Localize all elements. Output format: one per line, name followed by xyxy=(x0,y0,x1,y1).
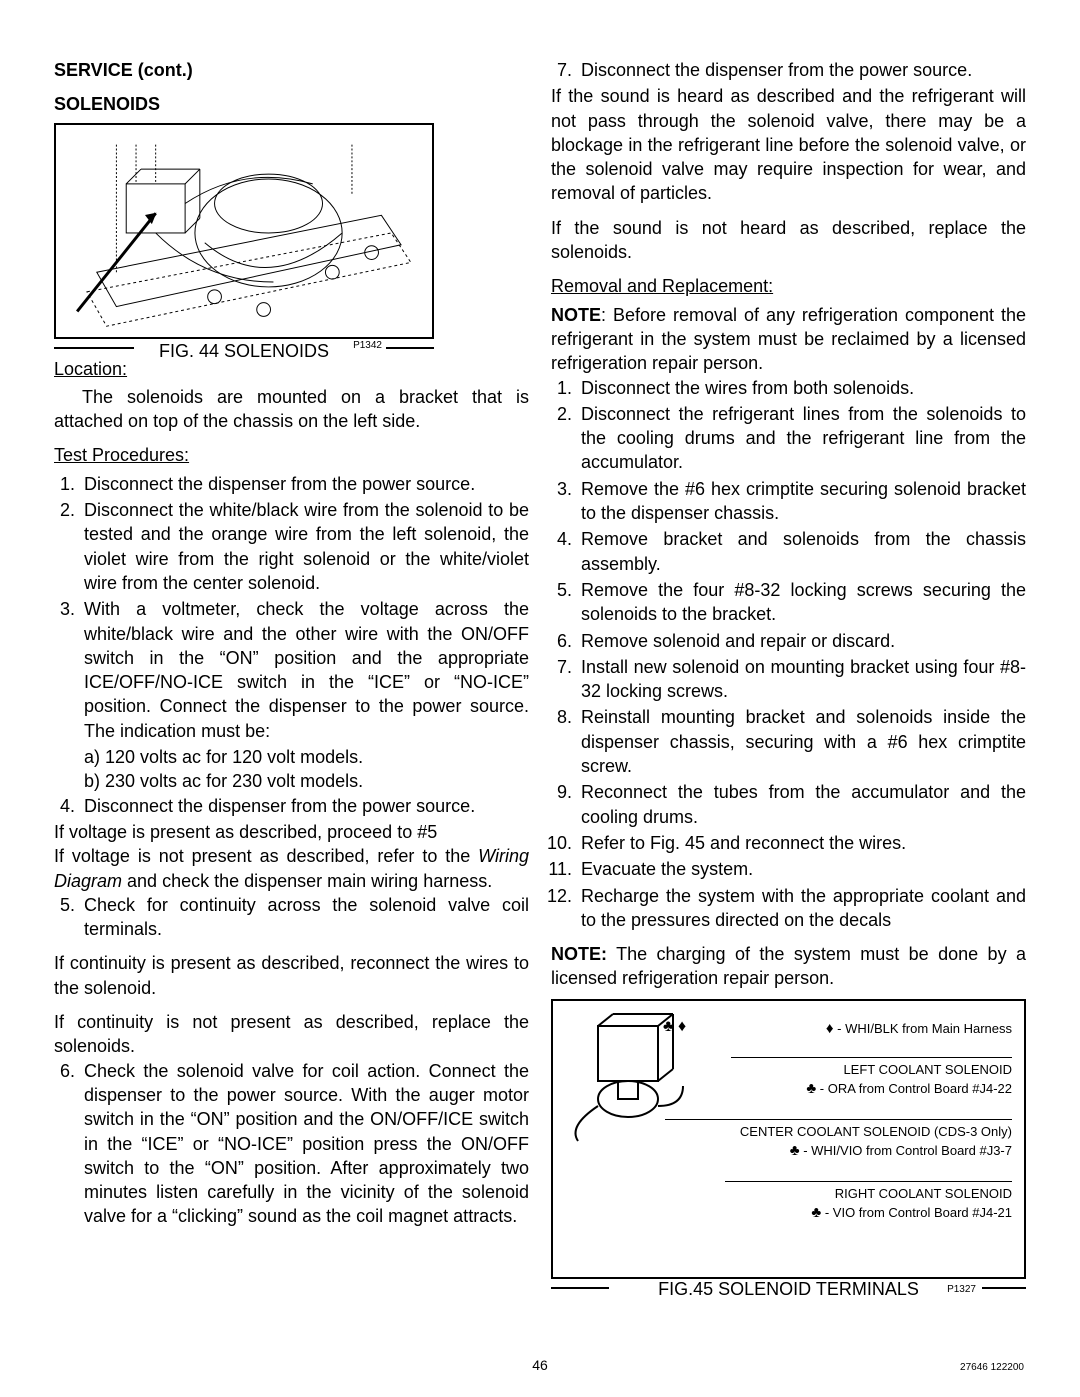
svg-text:♦: ♦ xyxy=(678,1018,686,1035)
note-2-label: NOTE: xyxy=(551,944,607,964)
test-step-7: Disconnect the dispenser from the power … xyxy=(577,58,1026,82)
diamond-icon: ♦ xyxy=(826,1020,834,1037)
figure-44-caption: FIG. 44 SOLENOIDS xyxy=(159,339,329,363)
figure-45-box: ♣ ♦ ♦ - WHI/BLK from Main Harness LEFT C… xyxy=(551,999,1026,1279)
test-step-3b: b) 230 volts ac for 230 volt models. xyxy=(54,769,529,793)
service-heading: SERVICE (cont.) xyxy=(54,58,529,82)
right-column: Disconnect the dispenser from the power … xyxy=(551,58,1026,1308)
fig45-hr1 xyxy=(731,1057,1012,1059)
after-step-5a: If continuity is present as described, r… xyxy=(54,951,529,1000)
test-step-4: Disconnect the dispenser from the power … xyxy=(80,794,529,818)
rr-step-5: Remove the four #8-32 locking screws sec… xyxy=(577,578,1026,627)
figure-45-caption: FIG.45 SOLENOID TERMINALS xyxy=(658,1279,919,1299)
rr-step-9: Reconnect the tubes from the accumulator… xyxy=(577,780,1026,829)
fig45-left-text: - ORA from Control Board #J4-22 xyxy=(816,1081,1012,1096)
after-step-4b: If voltage is not present as described, … xyxy=(54,844,529,893)
location-text: The solenoids are mounted on a bracket t… xyxy=(54,385,529,434)
figure-44-illustration xyxy=(56,125,432,337)
note-1-text: : Before removal of any refrigeration co… xyxy=(551,305,1026,374)
test-step-1: Disconnect the dispenser from the power … xyxy=(80,472,529,496)
club-icon-1: ♣ xyxy=(806,1080,816,1097)
location-heading: Location: xyxy=(54,359,127,379)
rr-step-2: Disconnect the refrigerant lines from th… xyxy=(577,402,1026,475)
fig45-center-text: - WHI/VIO from Control Board #J3-7 xyxy=(800,1143,1012,1158)
fig45-right-text: - VIO from Control Board #J4-21 xyxy=(821,1205,1012,1220)
rr-step-3: Remove the #6 hex crimptite securing sol… xyxy=(577,477,1026,526)
after4b-pre: If voltage is not present as described, … xyxy=(54,846,478,866)
two-column-layout: SERVICE (cont.) SOLENOIDS xyxy=(54,58,1026,1308)
removal-replacement-heading: Removal and Replacement: xyxy=(551,276,773,296)
test-step-2: Disconnect the white/black wire from the… xyxy=(80,498,529,595)
figure-45-partno: P1327 xyxy=(947,1283,976,1297)
rr-step-7: Install new solenoid on mounting bracket… xyxy=(577,655,1026,704)
test-steps-list-2: Disconnect the dispenser from the power … xyxy=(54,794,529,818)
test-steps-list-5: Disconnect the dispenser from the power … xyxy=(551,58,1026,82)
fig45-cap-outer: FIG.45 SOLENOID TERMINALS P1327 xyxy=(551,1277,1026,1297)
fig45-hr3 xyxy=(725,1181,1012,1183)
note-1: NOTE: Before removal of any refrigeratio… xyxy=(551,303,1026,376)
note-2-text: The charging of the system must be done … xyxy=(551,944,1026,988)
page-number: 46 xyxy=(0,1357,1080,1373)
figure-44-caption-row: FIG. 44 SOLENOIDS P1342 xyxy=(54,339,434,357)
rr-step-1: Disconnect the wires from both solenoids… xyxy=(577,376,1026,400)
left-column: SERVICE (cont.) SOLENOIDS xyxy=(54,58,529,1308)
test-steps-list-4: Check the solenoid valve for coil action… xyxy=(54,1059,529,1229)
after-step-4a: If voltage is present as described, proc… xyxy=(54,820,529,844)
test-procedures-heading: Test Procedures: xyxy=(54,445,189,465)
figure-44-partno: P1342 xyxy=(353,339,382,353)
note-2: NOTE: The charging of the system must be… xyxy=(551,942,1026,991)
rr-step-4: Remove bracket and solenoids from the ch… xyxy=(577,527,1026,576)
fig45-right-h: RIGHT COOLANT SOLENOID xyxy=(835,1185,1012,1203)
fig45-row1: ♦ - WHI/BLK from Main Harness xyxy=(826,1019,1012,1039)
fig45-center-t: ♣ - WHI/VIO from Control Board #J3-7 xyxy=(790,1141,1012,1161)
fig45-left-t: ♣ - ORA from Control Board #J4-22 xyxy=(806,1079,1012,1099)
rr-step-12: Recharge the system with the appropriate… xyxy=(577,884,1026,933)
solenoids-heading: SOLENOIDS xyxy=(54,92,529,116)
rr-step-8: Reinstall mounting bracket and solenoids… xyxy=(577,705,1026,778)
fig45-hr2 xyxy=(665,1119,1012,1121)
svg-text:♣: ♣ xyxy=(663,1018,674,1035)
fig45-row1-text: - WHI/BLK from Main Harness xyxy=(834,1021,1012,1036)
test-step-3a: a) 120 volts ac for 120 volt models. xyxy=(54,745,529,769)
removal-steps-list: Disconnect the wires from both solenoids… xyxy=(551,376,1026,933)
note-1-label: NOTE xyxy=(551,305,601,325)
club-icon-2: ♣ xyxy=(790,1142,800,1159)
rr-step-10: Refer to Fig. 45 and reconnect the wires… xyxy=(577,831,1026,855)
test-step-6: Check the solenoid valve for coil action… xyxy=(80,1059,529,1229)
rr-step-11: Evacuate the system. xyxy=(577,857,1026,881)
after-step-7a: If the sound is heard as described and t… xyxy=(551,84,1026,205)
test-steps-list-1: Disconnect the dispenser from the power … xyxy=(54,472,529,743)
test-step-3: With a voltmeter, check the voltage acro… xyxy=(80,597,529,743)
test-step-5: Check for continuity across the solenoid… xyxy=(80,893,529,942)
club-icon-3: ♣ xyxy=(811,1204,821,1221)
test-steps-list-3: Check for continuity across the solenoid… xyxy=(54,893,529,942)
after-step-5b: If continuity is not present as describe… xyxy=(54,1010,529,1059)
figure-45-illustration: ♣ ♦ xyxy=(563,1011,713,1151)
fig45-right-t: ♣ - VIO from Control Board #J4-21 xyxy=(811,1203,1012,1223)
after4b-post: and check the dispenser main wiring harn… xyxy=(122,871,492,891)
after-step-7b: If the sound is not heard as described, … xyxy=(551,216,1026,265)
document-code: 27646 122200 xyxy=(960,1362,1024,1373)
rr-step-6: Remove solenoid and repair or discard. xyxy=(577,629,1026,653)
figure-44-box xyxy=(54,123,434,339)
fig45-left-h: LEFT COOLANT SOLENOID xyxy=(843,1061,1012,1079)
fig45-center-h: CENTER COOLANT SOLENOID (CDS-3 Only) xyxy=(740,1123,1012,1141)
